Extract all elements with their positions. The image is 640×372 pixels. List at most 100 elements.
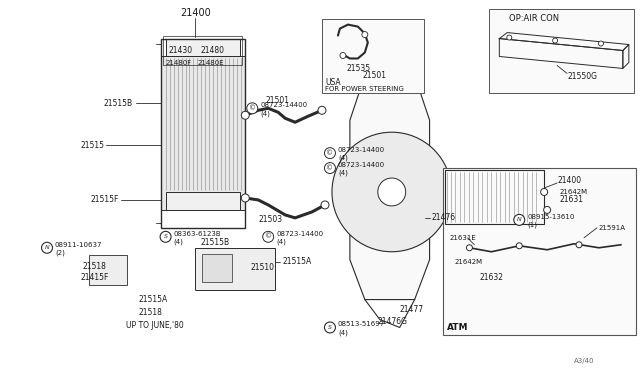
Polygon shape [499, 33, 629, 51]
Circle shape [362, 32, 368, 38]
Circle shape [507, 35, 512, 40]
Circle shape [321, 201, 329, 209]
Text: OP:AIR CON: OP:AIR CON [509, 14, 559, 23]
Text: 21476: 21476 [431, 214, 456, 222]
Text: 21518: 21518 [83, 262, 107, 271]
Circle shape [516, 243, 522, 249]
Text: 08513-51697: 08513-51697 [338, 321, 385, 327]
Text: 21631: 21631 [559, 195, 583, 205]
Circle shape [241, 194, 249, 202]
Text: USA: USA [325, 78, 340, 87]
Text: 21515A: 21515A [282, 257, 312, 266]
Text: ATM: ATM [447, 323, 468, 332]
Text: S: S [328, 325, 332, 330]
Text: 21515B: 21515B [200, 238, 230, 247]
Text: (4): (4) [338, 329, 348, 336]
Text: 21631E: 21631E [449, 235, 476, 241]
Text: 21642M: 21642M [559, 189, 588, 195]
Text: 21535: 21535 [347, 64, 371, 73]
Polygon shape [623, 45, 629, 68]
Text: (4): (4) [260, 110, 270, 116]
Text: 21550G: 21550G [567, 72, 597, 81]
Text: 21430: 21430 [168, 46, 193, 55]
Circle shape [378, 178, 406, 206]
Bar [166, 39, 240, 57]
Text: N: N [517, 217, 522, 222]
Text: 08723-14400: 08723-14400 [260, 102, 307, 108]
Text: 21476G: 21476G [378, 317, 408, 326]
Circle shape [332, 132, 451, 252]
Text: 08911-10637: 08911-10637 [55, 242, 102, 248]
Bar [442, 168, 636, 336]
Text: ©: © [326, 150, 333, 156]
Text: ©: © [249, 105, 256, 111]
Text: 21480: 21480 [200, 46, 225, 55]
Text: 21400: 21400 [557, 176, 581, 185]
Text: 21515: 21515 [81, 141, 105, 150]
Circle shape [543, 206, 550, 214]
Text: (4): (4) [338, 155, 348, 161]
Text: 21503: 21503 [258, 215, 282, 224]
Circle shape [241, 111, 249, 119]
Circle shape [514, 214, 525, 225]
Text: 08363-6123B: 08363-6123B [173, 231, 221, 237]
Circle shape [552, 38, 557, 43]
Circle shape [340, 52, 346, 58]
Polygon shape [350, 90, 429, 299]
Text: 21480F: 21480F [166, 61, 192, 67]
Text: 08723-14400: 08723-14400 [338, 147, 385, 153]
Circle shape [262, 231, 274, 242]
Text: 21501: 21501 [265, 96, 289, 105]
Circle shape [324, 148, 335, 158]
Text: (4): (4) [338, 170, 348, 176]
Text: 21415F: 21415F [81, 273, 109, 282]
Bar [195, 248, 275, 290]
Text: (2): (2) [55, 250, 65, 256]
Circle shape [541, 189, 548, 195]
Text: A3/40: A3/40 [574, 358, 595, 364]
Text: 21632: 21632 [479, 273, 504, 282]
Bar [490, 9, 634, 93]
Bar [322, 19, 424, 93]
Text: (4): (4) [173, 238, 184, 245]
Text: UP TO JUNE,'80: UP TO JUNE,'80 [125, 321, 184, 330]
Circle shape [318, 106, 326, 114]
Text: 21510: 21510 [250, 263, 275, 272]
Text: 21515B: 21515B [104, 99, 133, 108]
Text: 08723-14400: 08723-14400 [276, 231, 323, 237]
Circle shape [324, 322, 335, 333]
Circle shape [598, 41, 604, 46]
Text: 08915-13610: 08915-13610 [527, 214, 575, 220]
Text: 21400: 21400 [180, 8, 211, 17]
Text: 21518: 21518 [139, 308, 163, 317]
Bar [161, 39, 245, 228]
Circle shape [247, 103, 258, 114]
Circle shape [160, 231, 171, 242]
Circle shape [42, 242, 52, 253]
Bar [202, 254, 232, 282]
Text: 21591A: 21591A [599, 225, 626, 231]
Text: ©: © [264, 234, 272, 240]
Text: 21515A: 21515A [139, 295, 168, 304]
Circle shape [467, 245, 472, 251]
Text: S: S [164, 234, 168, 239]
Text: N: N [45, 245, 49, 250]
Text: 21480E: 21480E [198, 61, 224, 67]
Bar [166, 192, 240, 210]
Text: 21477: 21477 [400, 305, 424, 314]
Bar [89, 255, 127, 285]
Bar [161, 57, 245, 210]
Text: 21515F: 21515F [91, 195, 119, 205]
Text: ©: © [326, 165, 333, 171]
Text: 21501: 21501 [363, 71, 387, 80]
Circle shape [576, 242, 582, 248]
Text: (1): (1) [527, 222, 537, 228]
Text: 21642M: 21642M [454, 259, 483, 265]
Text: 08723-14400: 08723-14400 [338, 162, 385, 168]
Text: FOR POWER STEERING: FOR POWER STEERING [325, 86, 404, 92]
Polygon shape [499, 39, 623, 68]
Bar [445, 170, 544, 224]
Circle shape [324, 163, 335, 174]
Text: (4): (4) [276, 238, 286, 245]
Bar [163, 36, 243, 65]
